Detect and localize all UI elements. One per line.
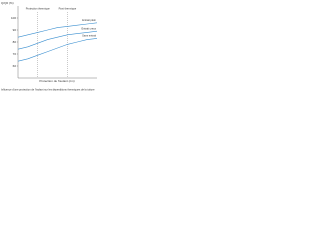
series-label: Entrait plein bbox=[82, 18, 96, 22]
x-axis-label: Protection de l'isolant (cm) bbox=[39, 79, 74, 83]
y-tick-label: 80 bbox=[13, 40, 17, 44]
y-axis-label: Q/Q0 (%) bbox=[1, 1, 14, 5]
series-line bbox=[17, 30, 98, 50]
series-label: Sans entrait bbox=[82, 34, 96, 38]
y-tick-label: 100 bbox=[11, 16, 16, 20]
y-tick-label: 60 bbox=[13, 64, 17, 68]
y-tick-label: 90 bbox=[13, 28, 17, 32]
caption: Influence d'une protection de l'isolant … bbox=[1, 88, 95, 92]
series-line bbox=[17, 38, 98, 62]
chart: Q/Q0 (%) Protection de l'isolant (cm) In… bbox=[1, 1, 98, 92]
marker-label: Protection thermique bbox=[26, 7, 50, 11]
series-label: Entrait creux bbox=[81, 26, 96, 30]
page: {"chart_data":{"type":"line", "y_label":… bbox=[0, 0, 100, 103]
y-tick-label: 70 bbox=[13, 52, 17, 56]
marker-label: Pont thermique bbox=[59, 7, 77, 11]
series-line bbox=[17, 22, 98, 38]
